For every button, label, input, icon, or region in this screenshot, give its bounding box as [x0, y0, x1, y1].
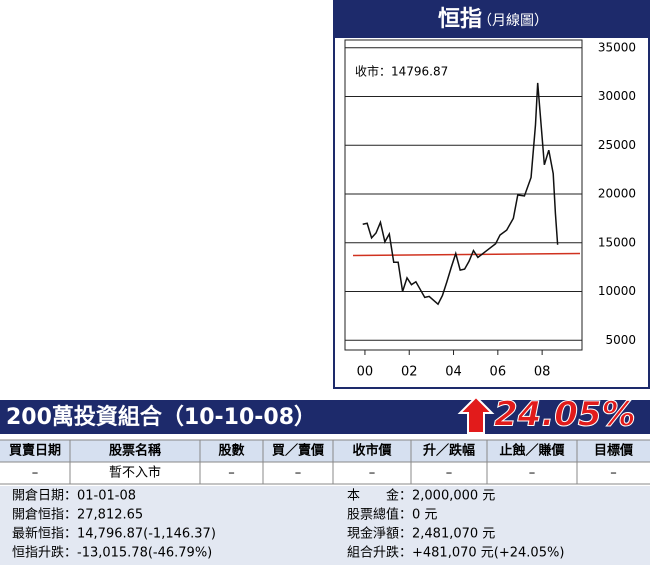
info-right: 現金淨額：2,481,070 元 — [347, 526, 495, 542]
y-tick-label: 20000 — [598, 187, 636, 201]
x-tick-label: 00 — [357, 365, 374, 380]
column-header: 買／賣價 — [272, 443, 325, 459]
annotation: 收市：14796.87 — [355, 64, 448, 79]
y-tick-label: 5000 — [605, 333, 636, 347]
cell: – — [369, 466, 376, 481]
column-header: 收市價 — [352, 443, 392, 459]
reference-line — [352, 252, 581, 257]
info-left: 開倉日期：01-01-08 — [12, 489, 136, 504]
cell: – — [446, 466, 453, 481]
y-tick-label: 25000 — [598, 138, 636, 152]
column-header: 股票名稱 — [109, 443, 161, 459]
column-header: 目標價 — [594, 443, 634, 459]
cell: – — [32, 466, 39, 481]
cell: 暫不入市 — [109, 465, 161, 481]
chart-header — [334, 0, 650, 38]
info-right: 股票總值：0 元 — [347, 507, 437, 523]
info-left: 恒指升跌：-13,015.78(-46.79%) — [12, 545, 212, 561]
chart-title: 恒指 — [438, 6, 482, 32]
cell: – — [529, 466, 536, 481]
y-tick-label: 35000 — [598, 40, 636, 54]
portfolio-bar — [0, 400, 650, 434]
column-header: 升／跌幅 — [423, 443, 475, 459]
info-left: 最新恒指：14,796.87(-1,146.37) — [12, 526, 216, 542]
y-tick-label: 10000 — [598, 284, 636, 298]
column-header: 股數 — [218, 443, 244, 459]
y-tick-label: 30000 — [598, 89, 636, 103]
portfolio-title: 200萬投資組合（10-10-08） — [6, 404, 316, 430]
portfolio-change: 24.05% — [494, 395, 636, 435]
cell: – — [610, 466, 617, 481]
cell: – — [295, 466, 302, 481]
column-header: 止蝕／賺價 — [499, 443, 565, 459]
info-right: 本 金：2,000,000 元 — [347, 488, 495, 504]
info-right: 組合升跌：+481,070 元(+24.05%) — [347, 545, 564, 561]
chart-subtitle: （月線圖） — [478, 13, 548, 29]
x-tick-label: 04 — [445, 365, 462, 380]
info-area — [0, 486, 650, 565]
x-tick-label: 06 — [490, 365, 507, 380]
plot-area — [344, 39, 583, 351]
x-tick-label: 02 — [401, 365, 418, 380]
info-left: 開倉恒指：27,812.65 — [12, 508, 143, 523]
cell: – — [228, 466, 235, 481]
x-tick-label: 08 — [534, 365, 551, 380]
up-arrow — [457, 395, 495, 434]
column-header: 買賣日期 — [9, 443, 61, 459]
line — [362, 82, 559, 306]
y-tick-label: 15000 — [598, 235, 636, 249]
